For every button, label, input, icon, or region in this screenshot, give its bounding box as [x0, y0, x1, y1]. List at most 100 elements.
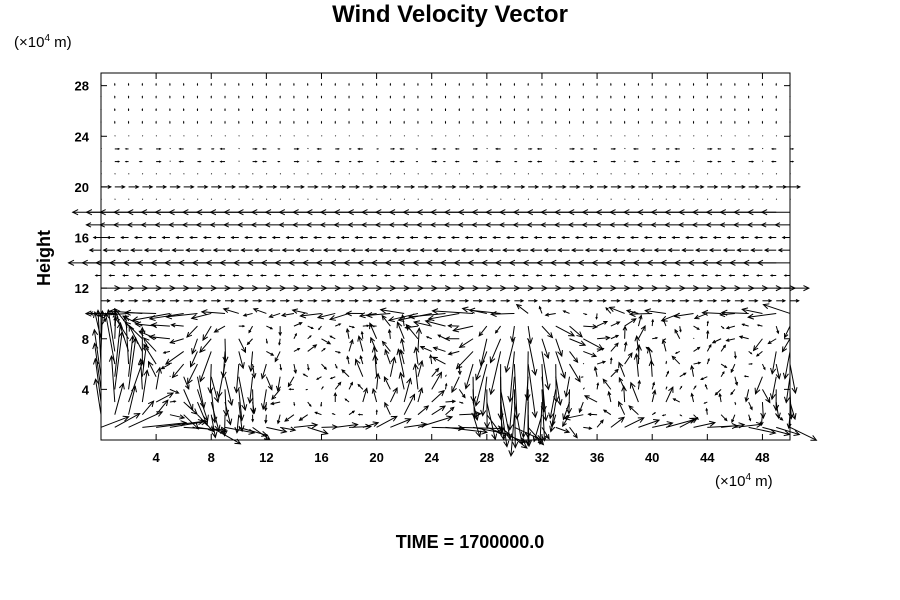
- wind-vector: [734, 173, 736, 175]
- wind-vector-head: [783, 274, 787, 277]
- wind-vector-head: [182, 82, 185, 85]
- wind-vector: [610, 135, 612, 137]
- wind-vector: [648, 347, 653, 365]
- wind-vector: [293, 198, 295, 200]
- wind-vector: [583, 426, 592, 429]
- wind-vector: [373, 346, 378, 365]
- wind-vector-head: [527, 108, 529, 110]
- wind-vector-head: [665, 386, 668, 389]
- wind-vector: [238, 389, 243, 421]
- wind-vector: [624, 417, 645, 428]
- wind-vector-head: [644, 299, 649, 303]
- wind-vector: [114, 316, 129, 340]
- wind-vector-head: [625, 309, 632, 314]
- wind-vector-head: [548, 412, 555, 420]
- wind-vector-head: [742, 259, 750, 266]
- wind-vector-head: [512, 209, 520, 216]
- wind-vector: [624, 147, 626, 150]
- wind-vector: [569, 338, 586, 346]
- wind-vector-head: [359, 355, 363, 360]
- wind-vector-head: [442, 148, 445, 150]
- wind-vector-head: [803, 285, 811, 292]
- wind-vector: [265, 135, 268, 137]
- wind-vector-head: [687, 259, 695, 266]
- wind-vector-head: [117, 160, 121, 163]
- wind-vector-head: [196, 95, 199, 98]
- wind-vector-head: [430, 120, 433, 123]
- wind-vector: [706, 198, 709, 200]
- wind-vector-head: [182, 120, 185, 123]
- wind-vector-head: [217, 184, 223, 189]
- wind-vector: [293, 424, 318, 428]
- wind-vector-head: [782, 372, 789, 380]
- wind-vector-head: [742, 274, 746, 277]
- wind-vector-head: [515, 248, 521, 253]
- wind-vector-head: [255, 160, 258, 163]
- wind-vector-head: [478, 331, 484, 337]
- wind-vector-head: [629, 381, 636, 389]
- wind-vector-head: [124, 148, 127, 150]
- wind-vector: [359, 355, 364, 365]
- wind-vector-head: [658, 184, 664, 189]
- wind-vector-head: [685, 299, 690, 303]
- wind-vector-head: [471, 222, 478, 228]
- wind-vector-head: [691, 209, 699, 216]
- wind-vector-head: [637, 82, 640, 85]
- wind-vector-head: [474, 248, 480, 253]
- wind-vector-head: [630, 235, 634, 240]
- wind-vector-head: [765, 397, 771, 404]
- wind-vector: [362, 135, 364, 137]
- wind-vector-head: [329, 376, 333, 380]
- wind-vector-head: [632, 147, 636, 151]
- wind-vector-head: [653, 160, 656, 163]
- wind-vector-head: [458, 120, 461, 123]
- wind-vector: [665, 173, 667, 175]
- wind-vector: [277, 414, 281, 424]
- wind-vector-head: [71, 209, 79, 216]
- wind-vector: [183, 173, 185, 175]
- wind-vector-head: [534, 184, 540, 189]
- wind-vector-head: [348, 95, 350, 98]
- wind-vector-head: [337, 160, 340, 163]
- wind-vector-head: [532, 435, 539, 443]
- wind-vector-head: [349, 381, 353, 386]
- wind-vector: [202, 325, 212, 341]
- wind-vector-head: [590, 274, 594, 277]
- wind-vector: [417, 198, 419, 200]
- x-tick-label: 40: [645, 450, 659, 465]
- wind-vector-head: [370, 336, 376, 343]
- wind-vector-head: [755, 184, 760, 189]
- wind-vector-head: [452, 326, 460, 333]
- wind-vector: [271, 389, 281, 400]
- wind-vector-head: [411, 259, 419, 266]
- wind-vector: [486, 414, 502, 435]
- wind-vector-head: [740, 235, 744, 240]
- wind-vector-head: [443, 222, 450, 228]
- wind-vector-head: [97, 312, 105, 319]
- wind-vector-head: [685, 235, 689, 240]
- wind-vector: [420, 346, 432, 352]
- wind-vector: [141, 135, 144, 137]
- wind-vector-head: [531, 411, 538, 419]
- wind-vector: [624, 318, 637, 327]
- wind-vector-head: [457, 209, 465, 216]
- wind-vector-head: [241, 346, 247, 354]
- wind-vector-head: [724, 365, 728, 369]
- wind-vector: [224, 173, 226, 175]
- wind-vector-head: [396, 184, 402, 189]
- wind-vector: [624, 352, 633, 365]
- wind-vector: [358, 336, 364, 352]
- wind-vector-head: [650, 209, 658, 216]
- wind-vector-head: [118, 382, 125, 390]
- wind-vector: [224, 426, 255, 434]
- wind-vector: [605, 307, 612, 314]
- wind-vector-head: [547, 299, 552, 303]
- wind-vector-head: [328, 314, 337, 321]
- wind-vector-head: [614, 342, 619, 348]
- wind-vector-head: [437, 235, 441, 240]
- wind-vector-head: [680, 385, 683, 388]
- wind-vector-head: [399, 160, 402, 163]
- wind-vector-head: [268, 313, 274, 319]
- y-tick-label: 20: [75, 180, 89, 195]
- wind-vector-head: [333, 392, 338, 397]
